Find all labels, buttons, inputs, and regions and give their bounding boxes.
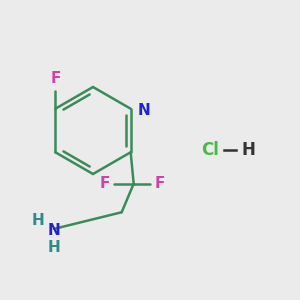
- Text: H: H: [32, 213, 44, 228]
- Text: F: F: [99, 176, 110, 191]
- Text: N: N: [48, 223, 60, 238]
- Text: H: H: [242, 141, 255, 159]
- Text: H: H: [48, 240, 60, 255]
- Text: Cl: Cl: [201, 141, 219, 159]
- Text: F: F: [50, 71, 61, 86]
- Text: N: N: [137, 103, 150, 118]
- Text: F: F: [155, 176, 165, 191]
